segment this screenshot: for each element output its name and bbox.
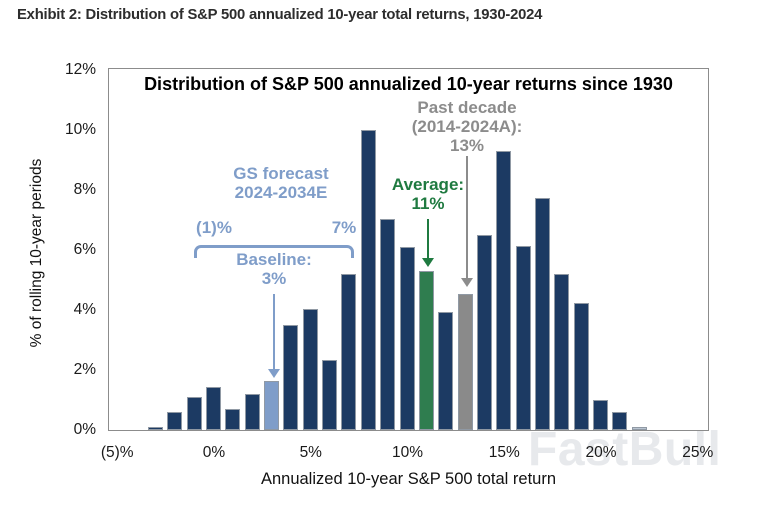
bar-x-21 (612, 412, 628, 430)
past-decade-label: Past decade (2014-2024A): 13% (412, 98, 523, 155)
past-decade-line3: 13% (449, 136, 485, 155)
bar-x--3 (147, 427, 163, 430)
bar-x-7 (341, 274, 357, 430)
bar-x--2 (167, 412, 183, 430)
bar-x-14 (476, 235, 492, 430)
x-tick-0: 0% (202, 444, 226, 461)
y-tick-0: 0% (73, 420, 96, 438)
bar-x--1 (186, 397, 202, 430)
average-arrow-line (427, 219, 429, 259)
plot-area: Distribution of S&P 500 annualized 10-ye… (108, 68, 709, 431)
gs-forecast-bracket (194, 245, 354, 258)
average-line2: 11% (411, 194, 445, 213)
bar-x-12 (438, 311, 454, 430)
bar-x-5 (302, 308, 318, 430)
bar-x-3-baseline (264, 380, 280, 430)
y-tick-10: 10% (64, 120, 96, 138)
x-tick-10: 10% (392, 444, 424, 461)
bar-x-11-average (418, 271, 434, 430)
gs-forecast-line1: GS forecast (233, 164, 329, 183)
bar-x-1 (225, 409, 241, 430)
past-decade-arrow-line (466, 156, 468, 279)
bar-x-6 (322, 359, 338, 430)
x-axis-title: Annualized 10-year S&P 500 total return (260, 470, 557, 488)
y-tick-8: 8% (73, 180, 96, 198)
bar-x-18 (554, 274, 570, 430)
y-tick-12: 12% (64, 60, 96, 78)
chart-title: Distribution of S&P 500 annualized 10-ye… (144, 74, 673, 94)
y-tick-4: 4% (73, 300, 96, 318)
y-tick-2: 2% (73, 360, 96, 378)
bar-x-10 (399, 247, 415, 430)
x-tick-15: 15% (488, 444, 520, 461)
baseline-arrow-head (268, 369, 280, 378)
average-arrow-head (422, 258, 434, 267)
x-tick-20: 20% (585, 444, 617, 461)
gs-forecast-line2: 2024-2034E (234, 183, 328, 202)
bar-x-15 (496, 151, 512, 430)
watermark: FastBull (528, 423, 722, 476)
past-decade-line2: (2014-2024A): (411, 117, 523, 136)
bar-x-19 (573, 302, 589, 430)
baseline-arrow-line (273, 294, 275, 370)
bar-x-20 (593, 400, 609, 430)
x-tick--5: (5)% (100, 444, 134, 461)
past-decade-line1: Past decade (417, 98, 517, 117)
bar-x-2 (244, 394, 260, 430)
x-tick-5: 5% (299, 444, 322, 461)
average-line1: Average: (391, 175, 465, 194)
exhibit-title: Exhibit 2: Distribution of S&P 500 annua… (17, 7, 543, 23)
gs-forecast-range-low: (1)% (196, 218, 232, 237)
baseline-line2: 3% (261, 269, 287, 288)
gs-forecast-label: GS forecast 2024-2034E (233, 164, 328, 202)
y-tick-6: 6% (73, 240, 96, 258)
baseline-label: Baseline: 3% (236, 250, 312, 288)
baseline-line1: Baseline: (236, 250, 312, 269)
gs-forecast-range-high: 7% (331, 218, 357, 237)
bar-x-22-faint (631, 427, 647, 430)
bar-x-0 (206, 386, 221, 430)
average-label: Average: 11% (392, 175, 464, 213)
bar-x-8 (360, 130, 376, 430)
bar-x-4 (283, 325, 299, 430)
bar-x-9 (380, 218, 396, 430)
y-axis-title: % of rolling 10-year periods (28, 158, 45, 348)
past-decade-arrow-head (461, 278, 473, 287)
x-tick-25: 25% (682, 444, 714, 461)
bar-x-17 (535, 197, 550, 430)
bar-x-16 (515, 245, 531, 430)
bar-x-13-past_decade (457, 293, 473, 430)
